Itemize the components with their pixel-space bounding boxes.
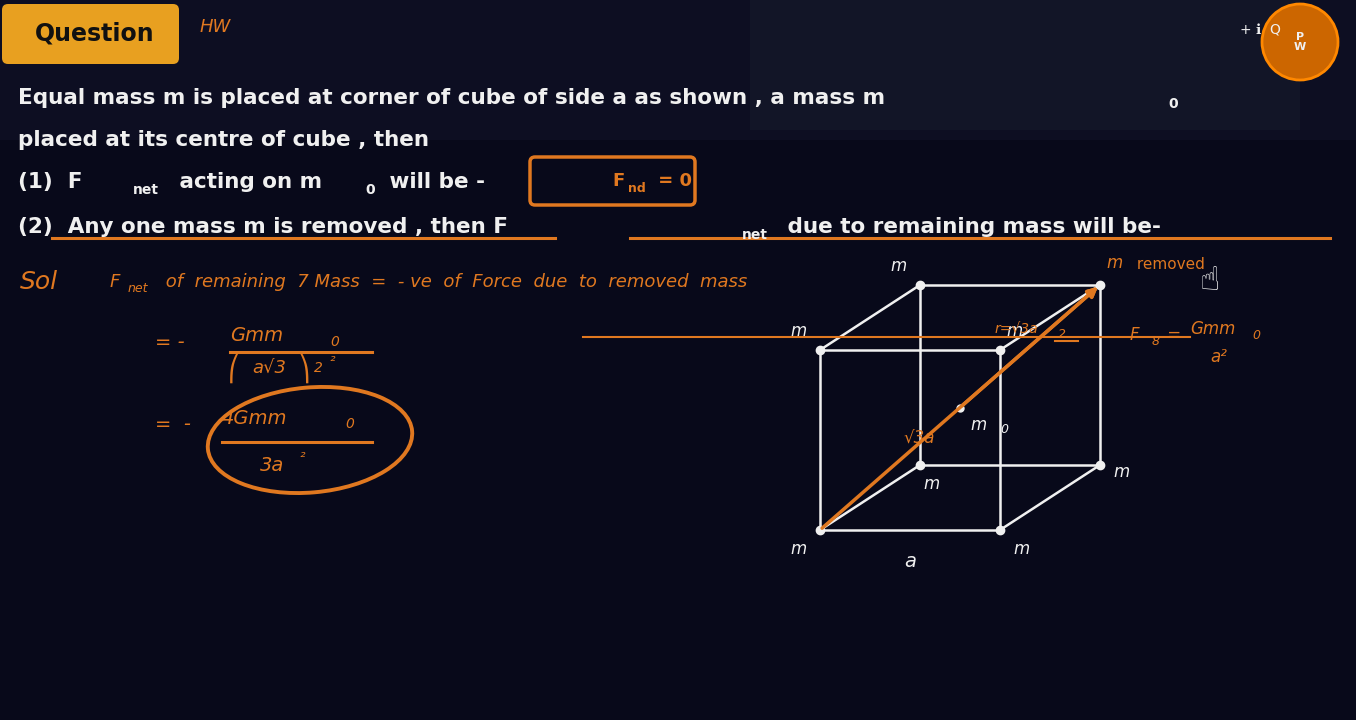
Text: a²: a² (1210, 348, 1227, 366)
Text: √3a: √3a (903, 430, 936, 448)
Text: ²: ² (330, 355, 336, 369)
Text: 0: 0 (330, 335, 339, 349)
Text: 0: 0 (1252, 328, 1260, 341)
Text: HW: HW (199, 18, 232, 36)
Text: acting on m: acting on m (172, 172, 323, 192)
Text: Gmm: Gmm (231, 325, 283, 344)
Text: ☝: ☝ (1200, 264, 1220, 297)
Text: 2: 2 (1058, 328, 1066, 341)
Text: m: m (1106, 254, 1123, 272)
Text: Sol: Sol (20, 270, 58, 294)
Text: F: F (612, 172, 624, 190)
Text: F: F (110, 273, 121, 291)
Text: removed: removed (1131, 257, 1204, 272)
Text: a√3: a√3 (252, 359, 286, 377)
Text: nd: nd (628, 181, 645, 194)
Text: ⎞: ⎞ (298, 353, 311, 383)
Text: + ℹ  Q: + ℹ Q (1239, 23, 1280, 37)
Text: net: net (133, 183, 159, 197)
Bar (0, 0, 1356, 140)
Text: m: m (791, 541, 807, 559)
Text: 0: 0 (1168, 97, 1177, 111)
Text: 8: 8 (1153, 335, 1159, 348)
Text: m: m (1113, 462, 1130, 480)
Text: net: net (742, 228, 767, 242)
Text: (1)  F: (1) F (18, 172, 83, 192)
Text: ⎛: ⎛ (228, 353, 240, 383)
Text: m: m (970, 415, 986, 433)
Text: will be -: will be - (382, 172, 485, 192)
Text: Question: Question (35, 21, 155, 45)
Text: Equal mass m is placed at corner of cube of side a as shown , a mass m: Equal mass m is placed at corner of cube… (18, 88, 885, 108)
Text: 2: 2 (315, 361, 323, 375)
Text: m: m (923, 475, 940, 493)
Text: m: m (1006, 322, 1022, 340)
Text: (2)  Any one mass m is removed , then F: (2) Any one mass m is removed , then F (18, 217, 508, 237)
Text: m: m (891, 256, 907, 274)
Text: F: F (1130, 326, 1139, 344)
Text: =: = (1162, 326, 1186, 344)
Text: P
W: P W (1294, 32, 1306, 52)
Text: 3a: 3a (260, 456, 285, 474)
Text: ²: ² (300, 451, 305, 465)
Text: 0: 0 (999, 423, 1008, 436)
Text: r=√3a: r=√3a (995, 323, 1039, 336)
Text: placed at its centre of cube , then: placed at its centre of cube , then (18, 130, 428, 150)
Text: 4Gmm: 4Gmm (222, 408, 287, 428)
Text: due to remaining mass will be-: due to remaining mass will be- (780, 217, 1161, 237)
FancyBboxPatch shape (1, 4, 179, 64)
Text: 0: 0 (365, 183, 374, 197)
Text: = 0: = 0 (652, 172, 692, 190)
Text: 0: 0 (344, 417, 354, 431)
Text: m: m (1013, 541, 1029, 559)
Text: net: net (127, 282, 149, 294)
Text: a: a (904, 552, 917, 571)
Text: = -: = - (155, 333, 184, 351)
Text: of  remaining  7 Mass  =  - ve  of  Force  due  to  removed  mass: of remaining 7 Mass = - ve of Force due … (160, 273, 747, 291)
Circle shape (1262, 4, 1338, 80)
Text: Gmm: Gmm (1191, 320, 1235, 338)
Bar (750, 0, 1300, 130)
Text: m: m (791, 322, 807, 340)
Text: =  -: = - (155, 415, 191, 434)
